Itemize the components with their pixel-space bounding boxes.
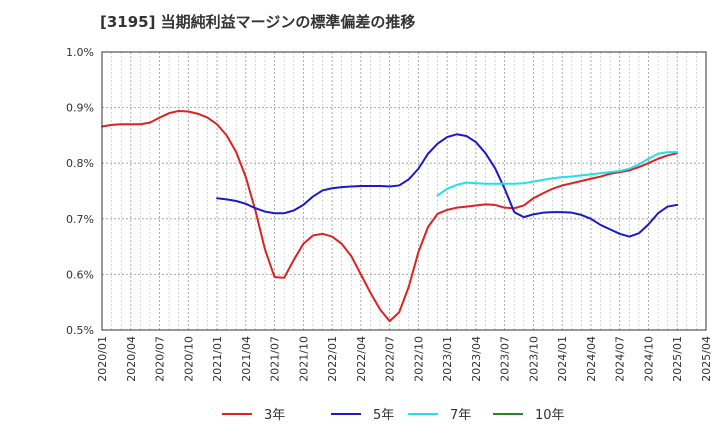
x-tick-label: 2023/01 [441, 336, 454, 382]
x-tick-label: 2024/07 [614, 336, 627, 382]
x-tick-label: 2023/10 [527, 336, 540, 382]
x-tick-label: 2022/01 [326, 336, 339, 382]
x-tick-label: 2022/10 [412, 336, 425, 382]
series-lines [101, 109, 679, 323]
x-axis-ticks: 2020/01 2020/04 2020/07 2020/10 2021/01 2021/… [96, 336, 713, 382]
y-tick-label: 0.9% [66, 102, 94, 115]
series-line-5年 [216, 133, 679, 238]
series-line-7年 [436, 151, 679, 197]
x-tick-label: 2022/07 [384, 336, 397, 382]
x-tick-label: 2020/07 [154, 336, 167, 382]
x-tick-label: 2024/10 [642, 336, 655, 382]
y-tick-label: 0.7% [66, 213, 94, 226]
y-tick-label: 0.6% [66, 268, 94, 281]
legend-label: 10年 [535, 408, 565, 423]
chart-title: [3195] 当期純利益マージンの標準偏差の推移 [100, 13, 416, 31]
x-tick-label: 2021/04 [240, 336, 253, 382]
legend-label: 7年 [450, 408, 471, 423]
y-tick-label: 0.5% [66, 324, 94, 337]
x-tick-label: 2021/07 [269, 336, 282, 382]
x-tick-label: 2021/01 [211, 336, 224, 382]
y-tick-label: 0.8% [66, 157, 94, 170]
y-axis-ticks: 0.5% 0.6% 0.7% 0.8% 0.9% 1.0% [66, 46, 94, 337]
x-tick-label: 2025/04 [700, 336, 713, 382]
series-line-3年 [101, 109, 679, 323]
plot-frame [101, 51, 707, 331]
x-tick-label: 2020/10 [182, 336, 195, 382]
x-tick-label: 2023/07 [499, 336, 512, 382]
legend-label: 3年 [264, 408, 285, 423]
legend: 3年 5年 7年 10年 [222, 408, 565, 423]
x-tick-label: 2023/04 [470, 336, 483, 382]
legend-label: 5年 [373, 408, 394, 423]
x-tick-label: 2020/04 [125, 336, 138, 382]
x-tick-label: 2020/01 [96, 336, 109, 382]
y-tick-label: 1.0% [66, 46, 94, 59]
x-tick-label: 2024/01 [556, 336, 569, 382]
x-tick-label: 2024/04 [585, 336, 598, 382]
x-tick-label: 2025/01 [671, 336, 684, 382]
x-tick-label: 2021/10 [297, 336, 310, 382]
x-tick-label: 2022/04 [355, 336, 368, 382]
plot-background [102, 52, 706, 330]
